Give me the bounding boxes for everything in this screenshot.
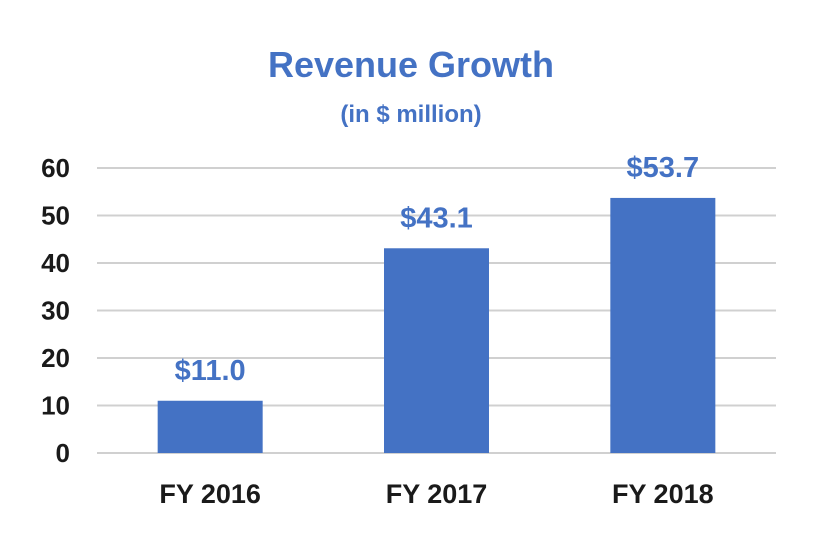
bar [610,197,716,453]
x-category-label: FY 2016 [159,479,261,509]
y-tick-label: 30 [41,296,70,326]
bar [157,400,263,453]
y-tick-label: 50 [41,201,70,231]
bars [157,197,716,453]
y-tick-label: 10 [41,391,70,421]
y-tick-label: 0 [56,438,70,468]
data-labels: $11.0 $43.1 $53.7 [175,152,699,387]
y-tick-label: 60 [41,153,70,183]
y-axis-ticks: 0 10 20 30 40 50 60 [41,153,70,468]
bar-data-label: $53.7 [627,152,700,184]
bar-data-label: $11.0 [175,355,246,387]
bar [384,248,489,453]
x-category-label: FY 2018 [612,479,714,509]
y-tick-label: 40 [41,248,70,278]
chart-subtitle: (in $ million) [340,101,481,128]
y-tick-label: 20 [41,343,70,373]
bar-data-label: $43.1 [400,202,473,234]
x-axis-categories: FY 2016 FY 2017 FY 2018 [159,479,713,509]
chart-title: Revenue Growth [268,44,554,85]
x-category-label: FY 2017 [386,479,488,509]
